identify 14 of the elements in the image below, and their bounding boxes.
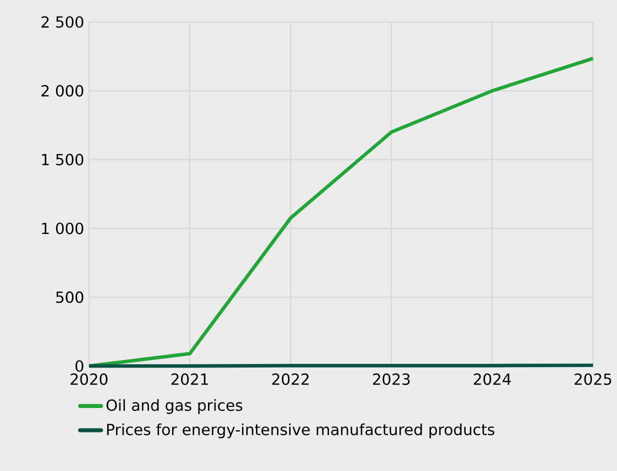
x-tick-label: 2021: [171, 373, 208, 385]
x-tick-label: 2022: [272, 373, 309, 385]
x-tick-label: 2023: [373, 373, 410, 385]
y-tick-label: 2 500: [42, 16, 84, 28]
x-tick-label: 2025: [574, 373, 612, 385]
y-tick-label: 500: [56, 291, 84, 303]
x-tick-label: 2024: [474, 373, 511, 385]
y-tick-label: 1 500: [42, 154, 84, 166]
y-tick-label: 2 000: [42, 85, 84, 97]
legend-label: Prices for energy-intensive manufactured products: [107, 423, 494, 438]
x-tick-label: 2020: [70, 373, 108, 385]
y-tick-label: 0: [76, 360, 84, 372]
legend-label: Oil and gas prices: [106, 399, 242, 414]
y-tick-label: 1 000: [42, 222, 84, 234]
